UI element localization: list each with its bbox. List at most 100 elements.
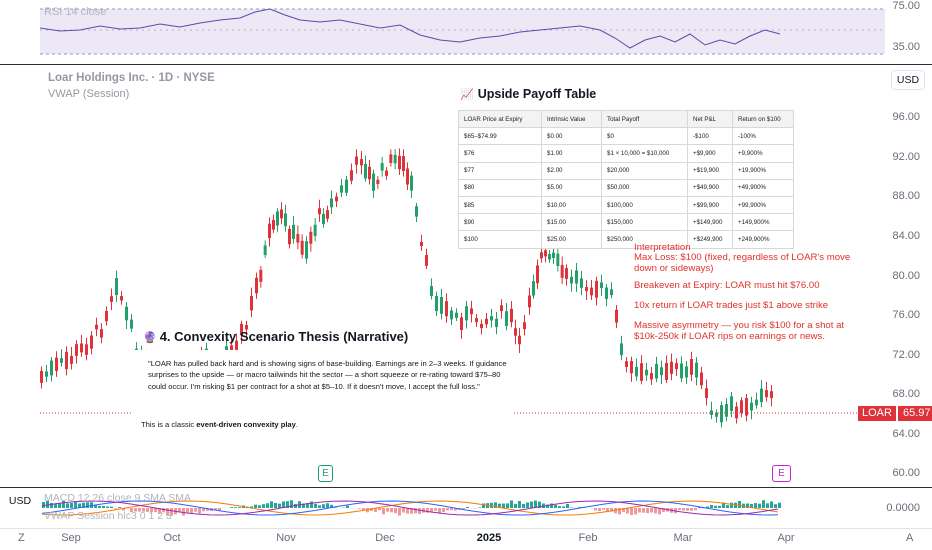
candle-body	[284, 213, 287, 227]
candle-body	[475, 318, 478, 323]
candle-body	[680, 363, 683, 379]
macd-histogram-bar	[206, 508, 209, 511]
candle-body	[532, 281, 535, 296]
macd-histogram-bar	[594, 508, 597, 511]
macd-histogram-bar	[182, 508, 185, 516]
candle-body	[565, 268, 568, 279]
thesis-footer-bold: event-driven convexity play	[196, 420, 296, 429]
earnings-marker-upcoming-label: E	[778, 468, 785, 479]
macd-histogram-bar	[74, 501, 77, 508]
candle-body	[660, 367, 663, 376]
macd-histogram-bar	[562, 506, 565, 508]
table-cell: -100%	[732, 127, 794, 146]
candle-body	[276, 211, 279, 226]
table-cell: -$100	[687, 127, 733, 146]
thesis-footer: This is a classic event-driven convexity…	[141, 420, 298, 429]
candle-body	[685, 366, 688, 378]
crystal-ball-icon: 🔮	[143, 332, 157, 344]
currency-button-label: USD	[896, 74, 920, 86]
macd-histogram-bar	[158, 508, 161, 514]
macd-histogram-bar	[634, 508, 637, 515]
candle-body	[40, 370, 43, 383]
thesis-footer-suffix: .	[295, 420, 299, 429]
macd-histogram-bar	[694, 508, 697, 511]
auto-scale-button[interactable]: A	[906, 532, 914, 544]
candle-body	[460, 317, 463, 331]
col-header-return: Return on $100	[732, 109, 794, 129]
macd-histogram-bar	[518, 501, 521, 508]
macd-histogram-bar	[230, 507, 233, 508]
macd-histogram-bar	[722, 502, 725, 508]
candle-body	[552, 252, 555, 258]
macd-histogram-bar	[50, 502, 53, 508]
macd-histogram-bar	[490, 502, 493, 508]
macd-histogram-bar	[378, 508, 381, 511]
macd-currency-button[interactable]: USD	[6, 493, 34, 509]
candle-body	[280, 209, 283, 219]
candle-body	[665, 362, 668, 380]
rsi-label: RSI 14 close	[44, 6, 107, 18]
macd-histogram-bar	[510, 500, 513, 508]
candle-body	[235, 340, 238, 354]
earnings-marker-past[interactable]: E	[318, 465, 333, 482]
rsi-plot	[39, 8, 885, 55]
candle-body	[360, 159, 363, 166]
table-cell: +49,900%	[732, 178, 794, 197]
candle-body	[70, 355, 73, 364]
macd-pane	[0, 488, 932, 528]
macd-histogram-bar	[250, 506, 253, 508]
zoom-button[interactable]: Z	[18, 532, 25, 544]
macd-histogram-bar	[122, 508, 125, 511]
macd-histogram-bar	[270, 501, 273, 508]
macd-histogram-bar	[426, 508, 429, 513]
macd-histogram-bar	[738, 500, 741, 508]
candle-body	[305, 241, 308, 259]
candle-body	[610, 289, 613, 296]
macd-histogram-bar	[90, 502, 93, 508]
candle-body	[240, 323, 243, 336]
candle-body	[440, 297, 443, 314]
main-chart-pane[interactable]	[0, 65, 932, 487]
macd-histogram-bar	[450, 508, 453, 511]
candle-body	[376, 179, 380, 184]
candle-body	[725, 404, 728, 417]
time-label-mar: Mar	[673, 532, 693, 544]
macd-histogram-bar	[642, 508, 645, 513]
candle-body	[355, 156, 358, 165]
macd-histogram-bar	[414, 508, 417, 514]
macd-histogram-bar	[522, 503, 525, 508]
pane-divider-bottom[interactable]	[0, 487, 932, 488]
table-row: $77 $2.00 $20,000 +$19,900 +19,900%	[458, 161, 794, 180]
table-row: $80 $5.00 $50,000 +$49,900 +49,900%	[458, 178, 794, 197]
currency-button[interactable]: USD	[891, 70, 925, 90]
macd-histogram-bar	[526, 502, 529, 508]
macd-histogram-bar	[690, 508, 693, 511]
candle-body	[110, 296, 113, 302]
macd-histogram-bar	[278, 503, 281, 508]
macd-histogram-bar	[274, 502, 277, 508]
candle-body	[528, 295, 531, 308]
macd-histogram-bar	[626, 508, 629, 514]
macd-histogram-bar	[70, 502, 73, 508]
macd-histogram-bar	[154, 508, 157, 513]
candle-body	[398, 155, 401, 170]
rsi-pane: RSI 14 close 75.00 35.00	[0, 0, 932, 62]
macd-histogram-bar	[98, 505, 101, 508]
earnings-marker-upcoming[interactable]: E	[772, 465, 791, 482]
candle-body	[620, 343, 623, 356]
candle-body	[575, 270, 578, 284]
candle-body	[420, 241, 423, 246]
macd-histogram-bar	[202, 508, 205, 512]
candle-body	[540, 252, 543, 259]
macd-histogram-bar	[442, 508, 445, 513]
candle-body	[292, 224, 295, 239]
pane-divider-top[interactable]	[0, 64, 932, 65]
macd-histogram-bar	[370, 508, 373, 511]
candle-body	[372, 173, 375, 191]
macd-histogram-bar	[698, 507, 701, 508]
candle-body	[500, 305, 503, 312]
candle-body	[655, 363, 658, 379]
macd-histogram-bar	[770, 501, 773, 508]
candle-body	[120, 296, 123, 301]
macd-histogram-bar	[318, 505, 321, 508]
